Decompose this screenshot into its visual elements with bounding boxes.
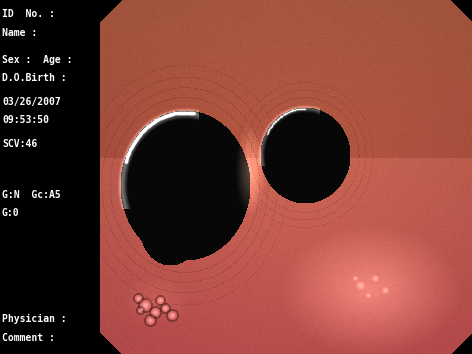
Text: 03/26/2007: 03/26/2007 [2, 97, 60, 107]
Text: Physician :: Physician : [2, 314, 67, 324]
Text: Sex :  Age :: Sex : Age : [2, 55, 72, 65]
Text: 09:53:50: 09:53:50 [2, 115, 49, 125]
Text: G:0: G:0 [2, 208, 19, 218]
Text: SCV:46: SCV:46 [2, 139, 37, 149]
Text: Comment :: Comment : [2, 333, 55, 343]
Text: D.O.Birth :: D.O.Birth : [2, 73, 67, 83]
Text: Name :: Name : [2, 28, 37, 38]
Text: G:N  Gc:A5: G:N Gc:A5 [2, 190, 60, 200]
Text: ID  No. :: ID No. : [2, 9, 55, 19]
